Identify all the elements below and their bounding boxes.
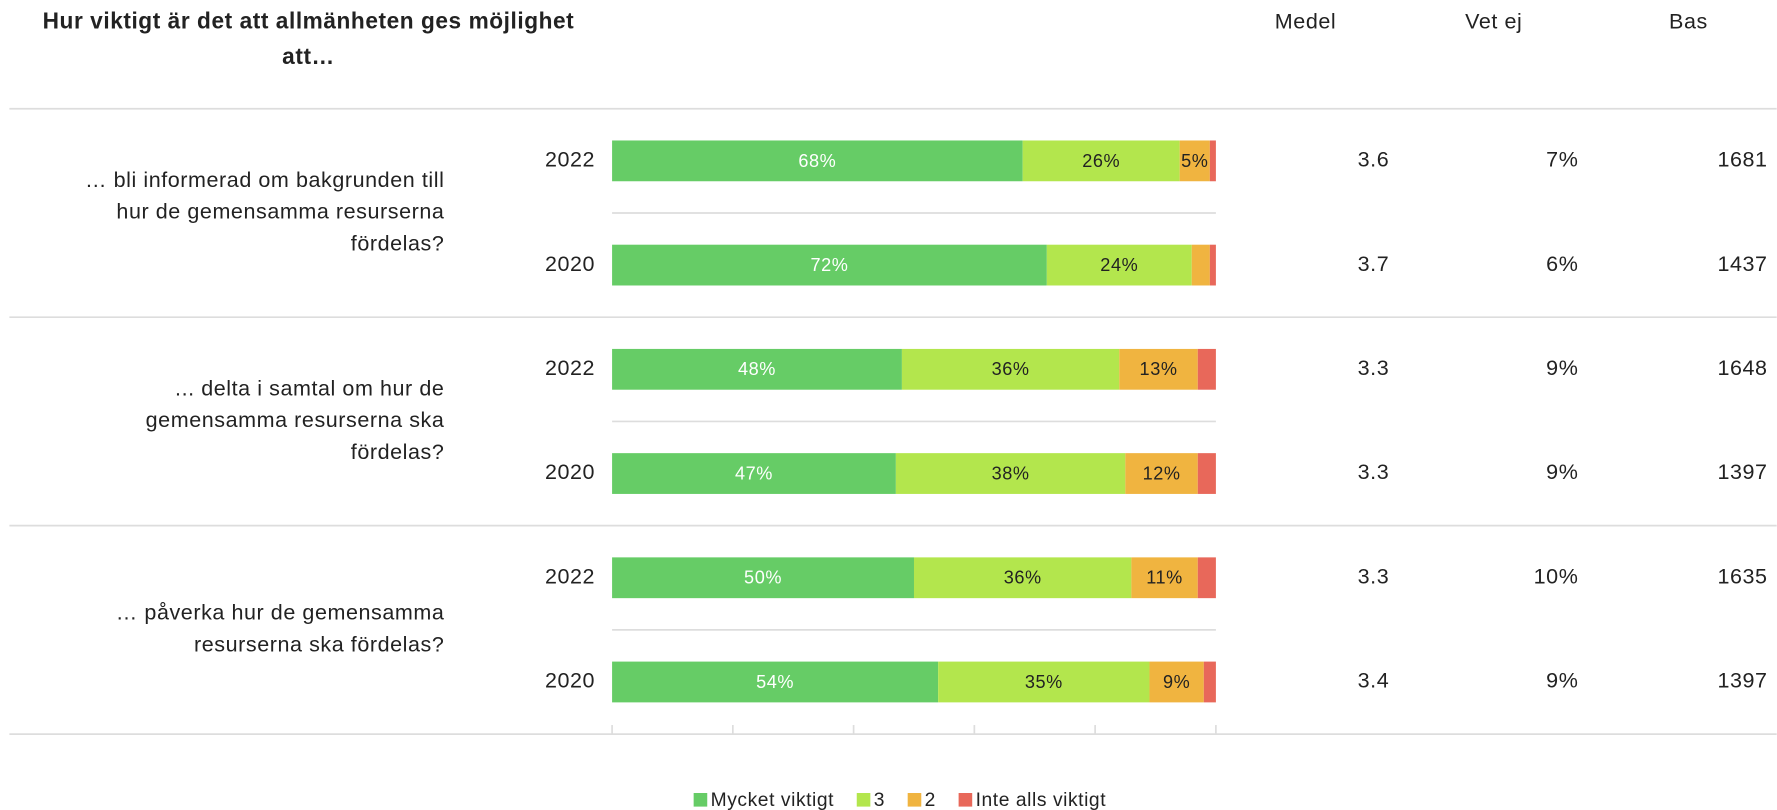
group-label: hur de gemensamma resurserna: [116, 200, 444, 224]
table-cell: 1437: [1717, 252, 1767, 276]
bar-segment: [612, 661, 939, 703]
legend-label: Mycket viktigt: [711, 790, 835, 810]
y-tick-label: 2022: [545, 356, 595, 380]
bar-segment: [612, 453, 896, 494]
bar-segment: [901, 348, 1120, 390]
group-label: … påverka hur de gemensamma: [116, 601, 445, 625]
bar-segment: [1022, 140, 1180, 182]
legend-label: 3: [874, 790, 885, 810]
bar-segment: [1191, 244, 1210, 286]
group-label: fördelas?: [351, 440, 445, 464]
group-label: … bli informerad om bakgrunden till: [85, 168, 444, 192]
bar-segment: [938, 661, 1150, 703]
bar-segment: [1125, 453, 1198, 494]
chart-title: Hur viktigt är det att allmänheten ges m…: [43, 8, 575, 34]
group-label: ... delta i samtal om hur de: [175, 376, 444, 400]
data-label: 26%: [1082, 151, 1120, 171]
data-label: 47%: [735, 463, 773, 483]
table-cell: 10%: [1534, 564, 1579, 588]
y-tick-label: 2022: [545, 564, 595, 588]
bar-segment: [1209, 140, 1216, 182]
column-header: Bas: [1669, 9, 1708, 33]
data-label: 35%: [1025, 672, 1063, 692]
bar-segment: [1149, 661, 1204, 703]
bar-segment: [1197, 453, 1216, 494]
legend-swatch: [907, 793, 922, 807]
legend-swatch: [856, 793, 871, 807]
data-label: 68%: [798, 151, 836, 171]
data-label: 13%: [1140, 359, 1178, 379]
data-label: 38%: [992, 463, 1030, 483]
table-cell: 1681: [1717, 148, 1767, 172]
table-cell: 7%: [1546, 148, 1578, 172]
group-label: fördelas?: [351, 231, 445, 255]
bar-segment: [1197, 557, 1216, 599]
bar-segment: [612, 244, 1047, 286]
table-cell: 9%: [1546, 669, 1578, 693]
table-cell: 9%: [1546, 460, 1578, 484]
table-cell: 3.3: [1358, 356, 1390, 380]
column-header: Medel: [1275, 9, 1336, 33]
bar-segment: [612, 348, 902, 390]
data-label: 9%: [1163, 672, 1190, 692]
bar-segment: [612, 557, 914, 599]
data-label: 12%: [1143, 463, 1181, 483]
bar-segment: [913, 557, 1132, 599]
table-cell: 1397: [1717, 669, 1767, 693]
table-cell: 3.3: [1358, 564, 1390, 588]
table-cell: 6%: [1546, 252, 1578, 276]
legend-swatch: [958, 793, 973, 807]
data-label: 36%: [1004, 568, 1042, 588]
group-label: gemensamma resurserna ska: [146, 408, 445, 432]
y-tick-label: 2020: [545, 252, 595, 276]
data-label: 48%: [738, 359, 776, 379]
bar-segment: [1119, 348, 1198, 390]
bar-segment: [1131, 557, 1198, 599]
legend-swatch: [693, 793, 708, 807]
column-header: Vet ej: [1465, 9, 1522, 33]
bar-segment: [1197, 348, 1216, 390]
data-label: 36%: [992, 359, 1030, 379]
table-cell: 3.7: [1358, 252, 1390, 276]
chart-title: att…: [282, 43, 335, 69]
table-cell: 3.6: [1358, 148, 1390, 172]
table-cell: 3.4: [1358, 669, 1390, 693]
table-cell: 9%: [1546, 356, 1578, 380]
data-label: 72%: [810, 255, 848, 275]
legend-label: Inte alls viktigt: [976, 790, 1107, 810]
data-label: 54%: [756, 672, 794, 692]
y-tick-label: 2020: [545, 460, 595, 484]
data-label: 24%: [1100, 255, 1138, 275]
data-label: 50%: [744, 568, 782, 588]
table-cell: 1648: [1717, 356, 1767, 380]
table-cell: 1397: [1717, 460, 1767, 484]
bar-segment: [1203, 661, 1216, 703]
bar-segment: [1209, 244, 1216, 286]
bar-segment: [612, 140, 1023, 182]
group-label: resurserna ska fördelas?: [194, 632, 444, 656]
table-cell: 3.3: [1358, 460, 1390, 484]
y-tick-label: 2022: [545, 148, 595, 172]
table-cell: 1635: [1717, 564, 1767, 588]
y-tick-label: 2020: [545, 669, 595, 693]
data-label: 5%: [1181, 151, 1208, 171]
bar-segment: [895, 453, 1126, 494]
bar-segment: [1046, 244, 1192, 286]
legend-label: 2: [925, 790, 936, 810]
bar-segment: [1179, 140, 1210, 182]
data-label: 11%: [1146, 568, 1183, 588]
